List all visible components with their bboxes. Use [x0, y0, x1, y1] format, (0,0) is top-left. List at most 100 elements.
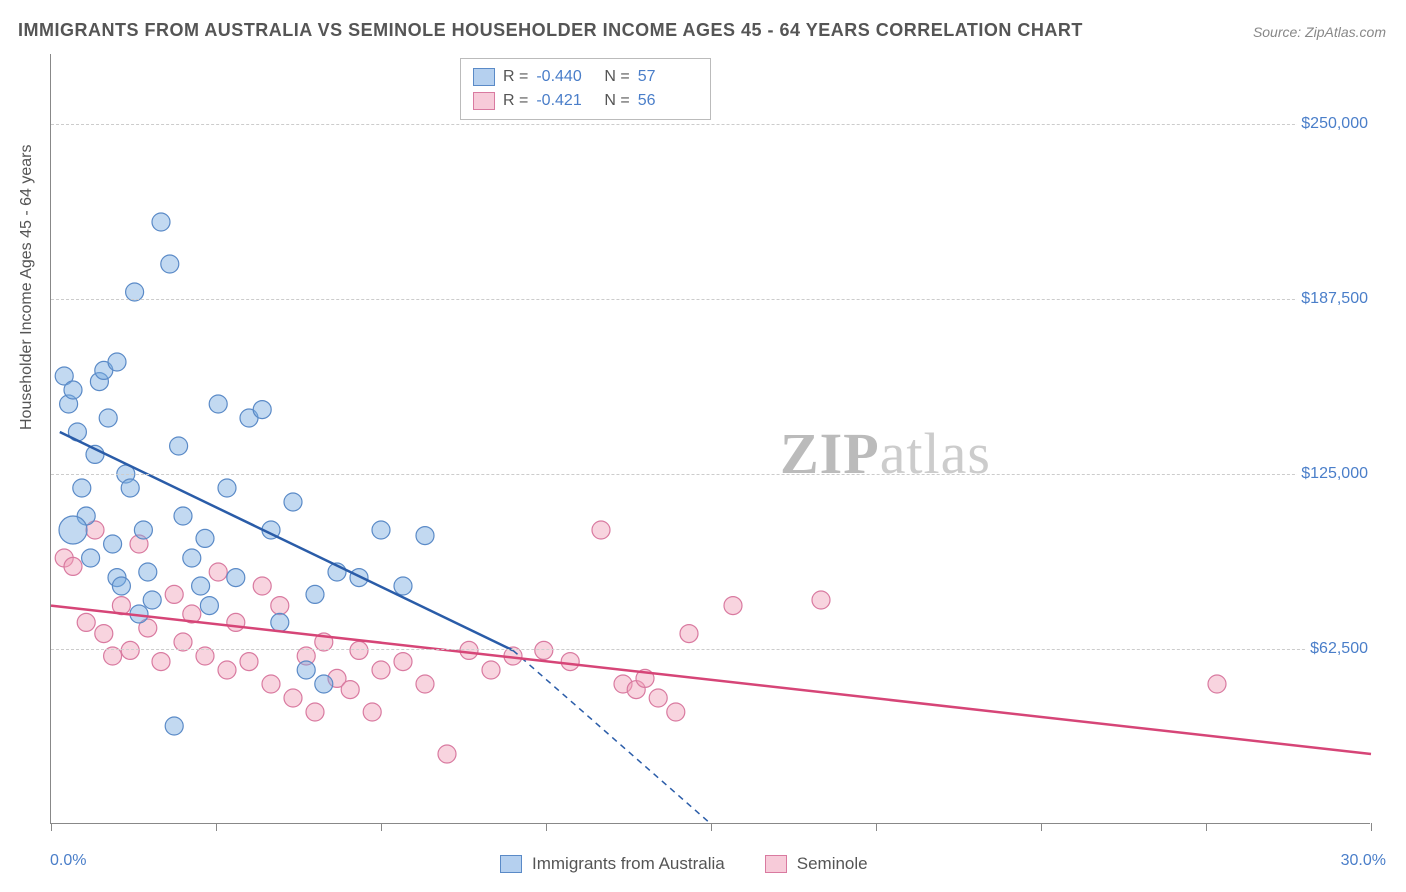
data-point	[561, 653, 579, 671]
data-point	[438, 745, 456, 763]
data-point	[174, 507, 192, 525]
data-point	[108, 353, 126, 371]
data-point	[112, 577, 130, 595]
data-point	[394, 653, 412, 671]
data-point	[59, 516, 87, 544]
x-tick	[1041, 823, 1042, 831]
data-point	[139, 563, 157, 581]
chart-container: IMMIGRANTS FROM AUSTRALIA VS SEMINOLE HO…	[0, 0, 1406, 892]
data-point	[77, 613, 95, 631]
x-tick	[1206, 823, 1207, 831]
x-tick-label: 30.0%	[1341, 852, 1386, 870]
data-point	[227, 569, 245, 587]
data-point	[240, 653, 258, 671]
series-legend: Immigrants from Australia Seminole	[500, 854, 868, 874]
data-point	[812, 591, 830, 609]
data-point	[121, 641, 139, 659]
data-point	[152, 213, 170, 231]
y-tick-label: $250,000	[1297, 115, 1372, 133]
data-point	[161, 255, 179, 273]
legend-row-pink: R = -0.421 N = 56	[473, 89, 698, 113]
n-value-blue: 57	[638, 65, 698, 89]
x-tick	[381, 823, 382, 831]
y-tick-label: $62,500	[1306, 640, 1372, 658]
data-point	[134, 521, 152, 539]
y-tick-label: $125,000	[1297, 465, 1372, 483]
data-point	[192, 577, 210, 595]
r-value-blue: -0.440	[536, 65, 596, 89]
data-point	[350, 569, 368, 587]
swatch-blue-icon	[473, 68, 495, 86]
data-point	[104, 535, 122, 553]
data-point	[253, 401, 271, 419]
data-point	[73, 479, 91, 497]
data-point	[143, 591, 161, 609]
data-point	[253, 577, 271, 595]
y-axis-label: Householder Income Ages 45 - 64 years	[18, 145, 36, 431]
data-point	[306, 585, 324, 603]
x-tick	[876, 823, 877, 831]
legend-label-australia: Immigrants from Australia	[532, 854, 725, 874]
data-point	[350, 641, 368, 659]
legend-label-seminole: Seminole	[797, 854, 868, 874]
data-point	[64, 381, 82, 399]
data-point	[416, 675, 434, 693]
r-value-pink: -0.421	[536, 89, 596, 113]
data-point	[200, 597, 218, 615]
chart-title: IMMIGRANTS FROM AUSTRALIA VS SEMINOLE HO…	[18, 20, 1083, 41]
data-point	[394, 577, 412, 595]
x-tick	[1371, 823, 1372, 831]
gridline	[51, 124, 1370, 125]
n-value-pink: 56	[638, 89, 698, 113]
data-point	[1208, 675, 1226, 693]
r-label: R =	[503, 89, 528, 113]
data-point	[649, 689, 667, 707]
data-point	[99, 409, 117, 427]
data-point	[218, 479, 236, 497]
r-label: R =	[503, 65, 528, 89]
data-point	[416, 527, 434, 545]
x-tick	[51, 823, 52, 831]
legend-item-seminole: Seminole	[765, 854, 868, 874]
data-point	[724, 597, 742, 615]
data-point	[680, 625, 698, 643]
data-point	[82, 549, 100, 567]
x-tick-label: 0.0%	[50, 852, 86, 870]
n-label: N =	[604, 65, 629, 89]
gridline	[51, 649, 1370, 650]
data-point	[535, 641, 553, 659]
data-point	[170, 437, 188, 455]
plot-svg	[51, 54, 1370, 823]
data-point	[209, 395, 227, 413]
data-point	[372, 521, 390, 539]
data-point	[165, 585, 183, 603]
gridline	[51, 474, 1370, 475]
data-point	[460, 641, 478, 659]
n-label: N =	[604, 89, 629, 113]
x-tick	[216, 823, 217, 831]
data-point	[297, 661, 315, 679]
data-point	[121, 479, 139, 497]
legend-row-blue: R = -0.440 N = 57	[473, 65, 698, 89]
data-point	[209, 563, 227, 581]
x-tick	[546, 823, 547, 831]
data-point	[667, 703, 685, 721]
correlation-legend: R = -0.440 N = 57 R = -0.421 N = 56	[460, 58, 711, 120]
data-point	[271, 613, 289, 631]
swatch-blue-icon	[500, 855, 522, 873]
data-point	[271, 597, 289, 615]
data-point	[64, 557, 82, 575]
data-point	[262, 675, 280, 693]
data-point	[165, 717, 183, 735]
legend-item-australia: Immigrants from Australia	[500, 854, 725, 874]
data-point	[183, 549, 201, 567]
data-point	[227, 613, 245, 631]
data-point	[372, 661, 390, 679]
gridline	[51, 299, 1370, 300]
data-point	[196, 529, 214, 547]
source-name: ZipAtlas.com	[1305, 24, 1386, 40]
swatch-pink-icon	[765, 855, 787, 873]
swatch-pink-icon	[473, 92, 495, 110]
data-point	[482, 661, 500, 679]
data-point	[152, 653, 170, 671]
